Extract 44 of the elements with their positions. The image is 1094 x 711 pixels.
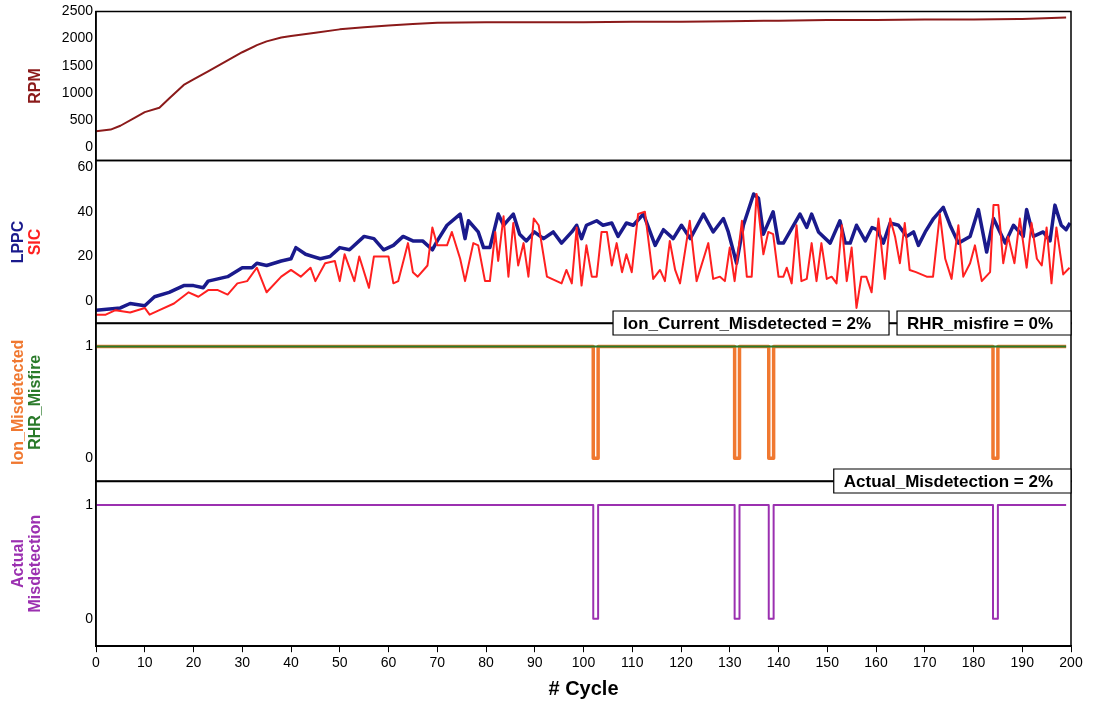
x-tick-label: 50: [331, 654, 348, 671]
text: Actual Misdetection: [9, 514, 44, 613]
x-tick-label: 70: [429, 654, 446, 671]
x-tick-label: 20: [185, 654, 202, 671]
x-tick-label: 100: [571, 654, 596, 671]
x-tick-label: 80: [478, 654, 494, 671]
y-tick-label: 0: [85, 609, 94, 626]
y-tick-label: 0: [85, 449, 94, 465]
x-tick-label: 170: [913, 654, 937, 671]
y-tick-label: 40: [77, 202, 94, 219]
y-tick-label: 20: [77, 247, 94, 264]
y-tick-label: 1: [85, 495, 94, 512]
y-tick-label: 1500: [61, 56, 94, 73]
text: Ion_Misdetected: [9, 339, 27, 465]
y-tick-label: 0: [85, 292, 94, 309]
x-tick-label: 130: [718, 654, 742, 671]
x-tick-label: 30: [234, 654, 251, 671]
x-tick-label: 200: [1059, 654, 1083, 671]
x-tick-label: 140: [766, 654, 791, 671]
y-tick-label: 1000: [61, 83, 94, 100]
y-tick-label: 0: [85, 138, 94, 155]
annotation: Ion_Current_Misdetected = 2%: [623, 313, 872, 333]
text: RPM: [26, 68, 44, 104]
y-tick-label: 2500: [61, 2, 94, 19]
annotation: Actual_Misdetection = 2%: [843, 471, 1054, 491]
x-tick-label: 120: [669, 654, 693, 671]
x-tick-label: 90: [526, 654, 543, 671]
x-tick-label: 180: [961, 654, 986, 671]
annotation: RHR_misfire = 0%: [907, 313, 1054, 333]
x-axis-title: # Cycle: [548, 676, 619, 699]
y-tick-label: 1: [85, 337, 94, 354]
text: RHR_Misfire: [26, 354, 44, 450]
y-tick-label: 2000: [61, 29, 94, 46]
x-tick-label: 60: [380, 654, 397, 671]
text: SIC: [26, 228, 44, 256]
text: LPPC: [9, 220, 27, 264]
x-tick-label: 160: [864, 654, 888, 671]
x-tick-label: 40: [283, 654, 299, 671]
x-tick-label: 190: [1010, 654, 1035, 671]
x-tick-label: 10: [136, 654, 153, 671]
y-tick-label: 500: [69, 111, 94, 128]
x-tick-label: 150: [815, 654, 840, 671]
x-tick-label: 110: [621, 654, 644, 671]
y-tick-label: 60: [77, 157, 94, 174]
